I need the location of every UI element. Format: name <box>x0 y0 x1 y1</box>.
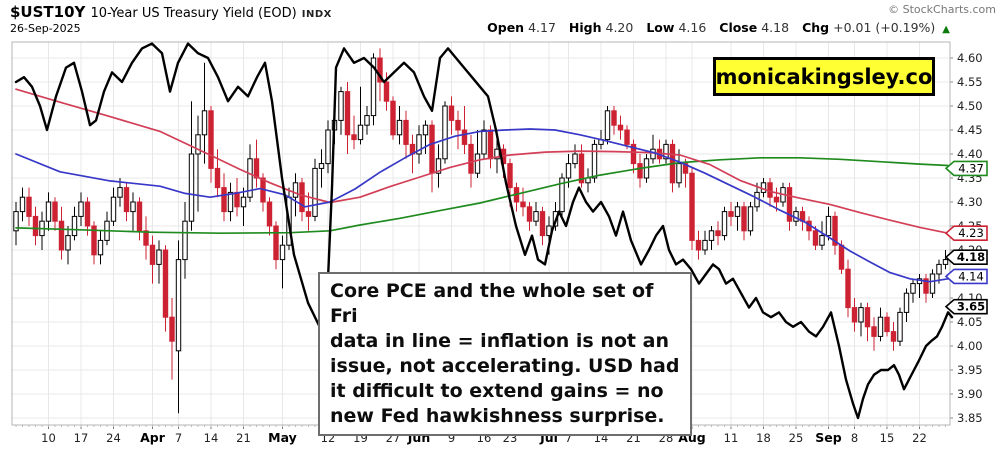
svg-text:24: 24 <box>106 431 121 445</box>
price-label-box <box>944 225 988 241</box>
low-value: 4.16 <box>678 20 707 35</box>
watermark-text: monicakingsley.co <box>715 64 933 89</box>
watermark-box: monicakingsley.co <box>713 57 935 96</box>
ohlc-quote-row: Open 4.17 High 4.20 Low 4.16 Close 4.18 Chg +… <box>478 20 950 35</box>
annotation-line: issue, not accelerating. USD had <box>330 355 680 377</box>
low-label: Low <box>646 20 675 35</box>
svg-text:3.85: 3.85 <box>957 411 983 425</box>
svg-text:4.00: 4.00 <box>957 339 983 353</box>
high-value: 4.20 <box>605 20 634 35</box>
symbol-label: $UST10Y <box>10 3 86 21</box>
svg-text:21: 21 <box>236 431 251 445</box>
chart-date: 26-Sep-2025 <box>10 22 81 35</box>
svg-text:4.45: 4.45 <box>957 123 983 137</box>
long-ma-green <box>15 156 949 235</box>
price-label-box <box>944 268 988 285</box>
short-ma-blue <box>15 128 949 283</box>
svg-text:Sep: Sep <box>815 430 841 445</box>
svg-text:May: May <box>268 430 297 445</box>
chart-title: 10-Year US Treasury Yield (EOD) <box>90 6 297 21</box>
close-label: Close <box>719 20 758 35</box>
svg-text:9: 9 <box>448 431 455 445</box>
svg-text:4.23: 4.23 <box>958 226 984 240</box>
svg-text:7: 7 <box>565 431 572 445</box>
svg-text:4.60: 4.60 <box>957 51 983 65</box>
svg-text:7: 7 <box>175 431 182 445</box>
svg-text:3.95: 3.95 <box>957 363 983 377</box>
mid-ma-red <box>15 88 949 235</box>
annotation-box: Core PCE and the whole set of Fri data i… <box>318 272 692 436</box>
up-triangle-icon: ▲ <box>942 24 950 35</box>
svg-text:Apr: Apr <box>140 430 166 445</box>
price-label-box <box>944 298 988 315</box>
svg-text:4.40: 4.40 <box>957 147 983 161</box>
svg-text:18: 18 <box>756 431 771 445</box>
svg-text:3.90: 3.90 <box>957 387 983 401</box>
annotation-line: Core PCE and the whole set of Fri <box>330 280 654 327</box>
high-label: High <box>568 20 602 35</box>
svg-text:15: 15 <box>880 431 895 445</box>
svg-text:8: 8 <box>851 431 858 445</box>
svg-text:4.37: 4.37 <box>958 161 984 175</box>
svg-text:4.50: 4.50 <box>957 99 983 113</box>
open-label: Open <box>487 20 525 35</box>
open-value: 4.17 <box>528 20 556 35</box>
copyright-label: © StockCharts.com <box>888 3 996 16</box>
annotation-line: data in line = inflation is not an <box>330 330 669 352</box>
svg-text:11: 11 <box>724 431 739 445</box>
annotation-line: it difficult to extend gains = no <box>330 380 664 402</box>
chg-value: +0.01 (+0.19%) <box>833 20 936 35</box>
svg-text:17: 17 <box>74 431 89 445</box>
svg-text:4.30: 4.30 <box>957 195 983 209</box>
svg-text:4.05: 4.05 <box>957 315 983 329</box>
black-overlay-line <box>14 42 954 420</box>
close-value: 4.18 <box>761 20 790 35</box>
svg-text:10: 10 <box>41 431 56 445</box>
svg-text:3.65: 3.65 <box>957 300 985 314</box>
exchange-label: INDX <box>301 9 332 20</box>
svg-text:4.18: 4.18 <box>957 250 985 264</box>
svg-text:25: 25 <box>789 431 804 445</box>
svg-text:14: 14 <box>204 431 219 445</box>
svg-text:4.14: 4.14 <box>958 269 984 283</box>
svg-text:22: 22 <box>912 431 927 445</box>
annotation-line: new Fed hawkishness surprise. <box>330 405 665 427</box>
price-label-box <box>944 160 988 177</box>
svg-text:4.55: 4.55 <box>957 75 983 89</box>
chart-header: $UST10Y 10-Year US Treasury Yield (EOD) … <box>10 4 332 23</box>
chg-label: Chg <box>802 20 830 35</box>
price-label-box <box>944 249 988 265</box>
